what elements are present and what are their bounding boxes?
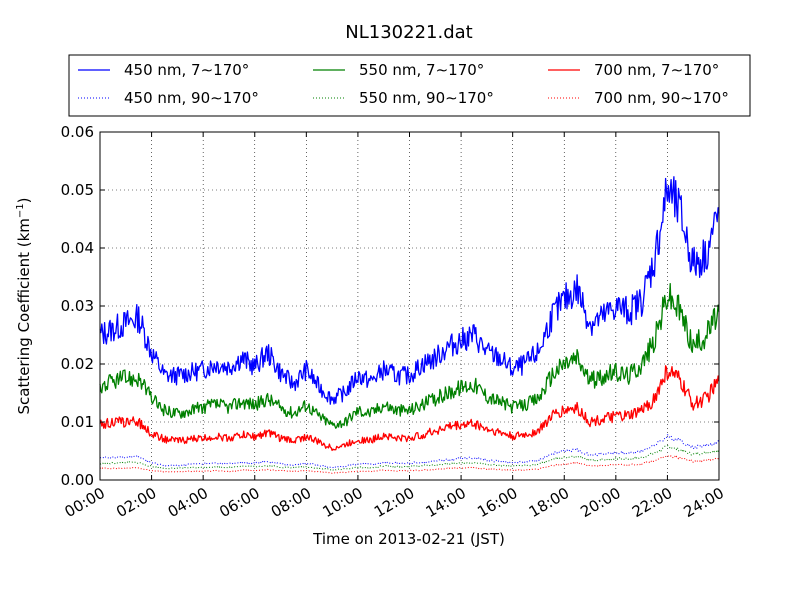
y-tick-label: 0.04 xyxy=(61,239,94,257)
series-line xyxy=(99,176,720,405)
y-tick-label: 0.01 xyxy=(61,413,94,431)
legend-label: 450 nm, 7∼170° xyxy=(124,61,249,79)
x-tick-label: 22:00 xyxy=(629,484,675,521)
chart-title: NL130221.dat xyxy=(345,22,472,43)
legend: 450 nm, 7∼170° 550 nm, 7∼170° 700 nm, 7∼17… xyxy=(68,54,751,117)
x-axis-label: Time on 2013-02-21 (JST) xyxy=(312,530,505,548)
y-tick-label: 0.00 xyxy=(61,471,94,489)
legend-label: 450 nm, 90∼170° xyxy=(124,89,259,107)
x-tick-label: 00:00 xyxy=(62,484,108,521)
y-tick-label: 0.02 xyxy=(61,355,94,373)
series-line xyxy=(99,445,720,471)
series-line xyxy=(99,454,720,474)
series-layer xyxy=(99,176,720,474)
legend-frame xyxy=(68,54,751,117)
x-axis: 00:00 02:00 04:00 06:00 08:00 10:00 12:00 14:00… xyxy=(62,132,727,521)
x-tick-label: 18:00 xyxy=(526,484,572,521)
series-line xyxy=(99,434,720,469)
series-line xyxy=(99,365,720,452)
y-tick-label: 0.05 xyxy=(61,181,94,199)
legend-label: 700 nm, 90∼170° xyxy=(594,89,729,107)
x-tick-label: 02:00 xyxy=(113,484,159,521)
x-tick-label: 10:00 xyxy=(319,484,365,521)
x-tick-label: 16:00 xyxy=(474,484,520,521)
legend-label: 700 nm, 7∼170° xyxy=(594,61,719,79)
series-line xyxy=(99,283,720,429)
y-axis-label-main: Scattering Coefficient (km xyxy=(15,218,33,414)
y-axis-label-close: ) xyxy=(15,197,33,203)
x-tick-label: 04:00 xyxy=(165,484,211,521)
x-tick-label: 08:00 xyxy=(268,484,314,521)
legend-label: 550 nm, 90∼170° xyxy=(359,89,494,107)
y-tick-label: 0.06 xyxy=(61,123,94,141)
x-tick-label: 24:00 xyxy=(681,484,727,521)
y-axis-label: Scattering Coefficient (km−1) xyxy=(15,197,33,414)
x-tick-label: 06:00 xyxy=(216,484,262,521)
x-tick-label: 14:00 xyxy=(423,484,469,521)
y-axis-label-sup: −1 xyxy=(15,203,26,218)
legend-label: 550 nm, 7∼170° xyxy=(359,61,484,79)
x-tick-label: 20:00 xyxy=(577,484,623,521)
y-axis: 0.00 0.01 0.02 0.03 0.04 0.05 0.06 xyxy=(61,123,719,489)
y-tick-label: 0.03 xyxy=(61,297,94,315)
x-tick-label: 12:00 xyxy=(371,484,417,521)
